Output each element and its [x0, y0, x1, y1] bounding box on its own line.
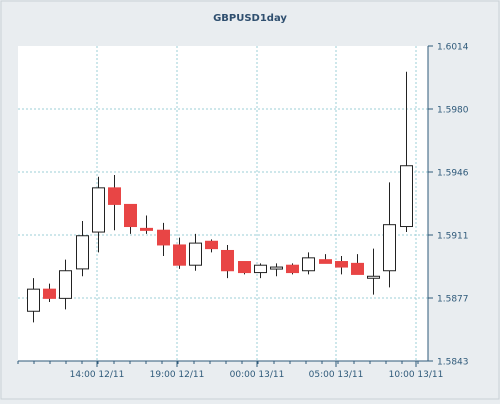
candle — [319, 254, 332, 264]
x-tick-label: 10:00 13/11 — [389, 370, 444, 380]
candle-body-down — [108, 187, 121, 205]
candle — [173, 237, 186, 269]
candle-body-up — [254, 264, 267, 274]
candle-body-down — [335, 261, 348, 268]
candle-body-down — [124, 203, 137, 228]
y-tick-label: 1.6014 — [437, 43, 469, 53]
candle-body-down — [140, 227, 153, 231]
candle — [140, 215, 153, 234]
candle — [92, 176, 105, 253]
candle — [254, 263, 267, 279]
candle-body-up — [383, 224, 396, 272]
candle — [189, 233, 202, 271]
x-tick-label: 05:00 13/11 — [309, 370, 364, 380]
candle — [43, 283, 56, 303]
candle — [108, 174, 121, 231]
y-tick-label: 1.5946 — [437, 169, 469, 179]
candle-body-down — [173, 244, 186, 266]
candle-body-up — [400, 165, 413, 228]
candle — [238, 261, 251, 275]
candle — [383, 182, 396, 288]
candle — [335, 256, 348, 275]
candle — [76, 221, 89, 277]
candle — [400, 71, 413, 233]
candle-body-up — [92, 187, 105, 233]
candle-body-up — [27, 288, 40, 312]
candle-body-up — [189, 242, 202, 266]
candle — [367, 248, 380, 295]
candle — [59, 259, 72, 310]
x-tick-label: 00:00 13/11 — [230, 370, 285, 380]
candle-body-down — [157, 229, 170, 246]
axis-layer: 1.6014 1.5980 1.5946 1.5911 1.5877 1.5843 14:0… — [17, 43, 469, 380]
candle — [221, 244, 234, 279]
plot-area — [18, 46, 428, 361]
candle-body-up — [59, 270, 72, 299]
x-tick-label: 19:00 12/11 — [150, 370, 205, 380]
y-tick-label: 1.5843 — [437, 358, 469, 368]
candle-body-up — [76, 235, 89, 270]
candle — [351, 254, 364, 275]
candle-body-down — [286, 264, 299, 274]
candle-body-down — [319, 259, 332, 264]
candle — [286, 263, 299, 275]
y-tick-label: 1.5877 — [437, 295, 469, 305]
candle — [270, 263, 283, 277]
candle-body-up — [367, 275, 380, 279]
y-tick-label: 1.5980 — [437, 106, 469, 116]
candle-body-up — [270, 266, 283, 270]
x-tick-label: 14:00 12/11 — [70, 370, 125, 380]
chart-title: GBPUSD1day — [213, 13, 287, 24]
candle-body-down — [221, 249, 234, 272]
candle-body-down — [205, 240, 218, 250]
candle — [27, 278, 40, 323]
candle — [124, 203, 137, 234]
candle-body-down — [351, 262, 364, 275]
candle-body-down — [238, 261, 251, 274]
candle — [205, 239, 218, 253]
candle-body-down — [43, 288, 56, 299]
candle-layer — [27, 71, 413, 323]
candle — [157, 222, 170, 256]
candle — [302, 252, 315, 275]
y-tick-label: 1.5911 — [437, 232, 469, 242]
candle-body-up — [302, 257, 315, 272]
